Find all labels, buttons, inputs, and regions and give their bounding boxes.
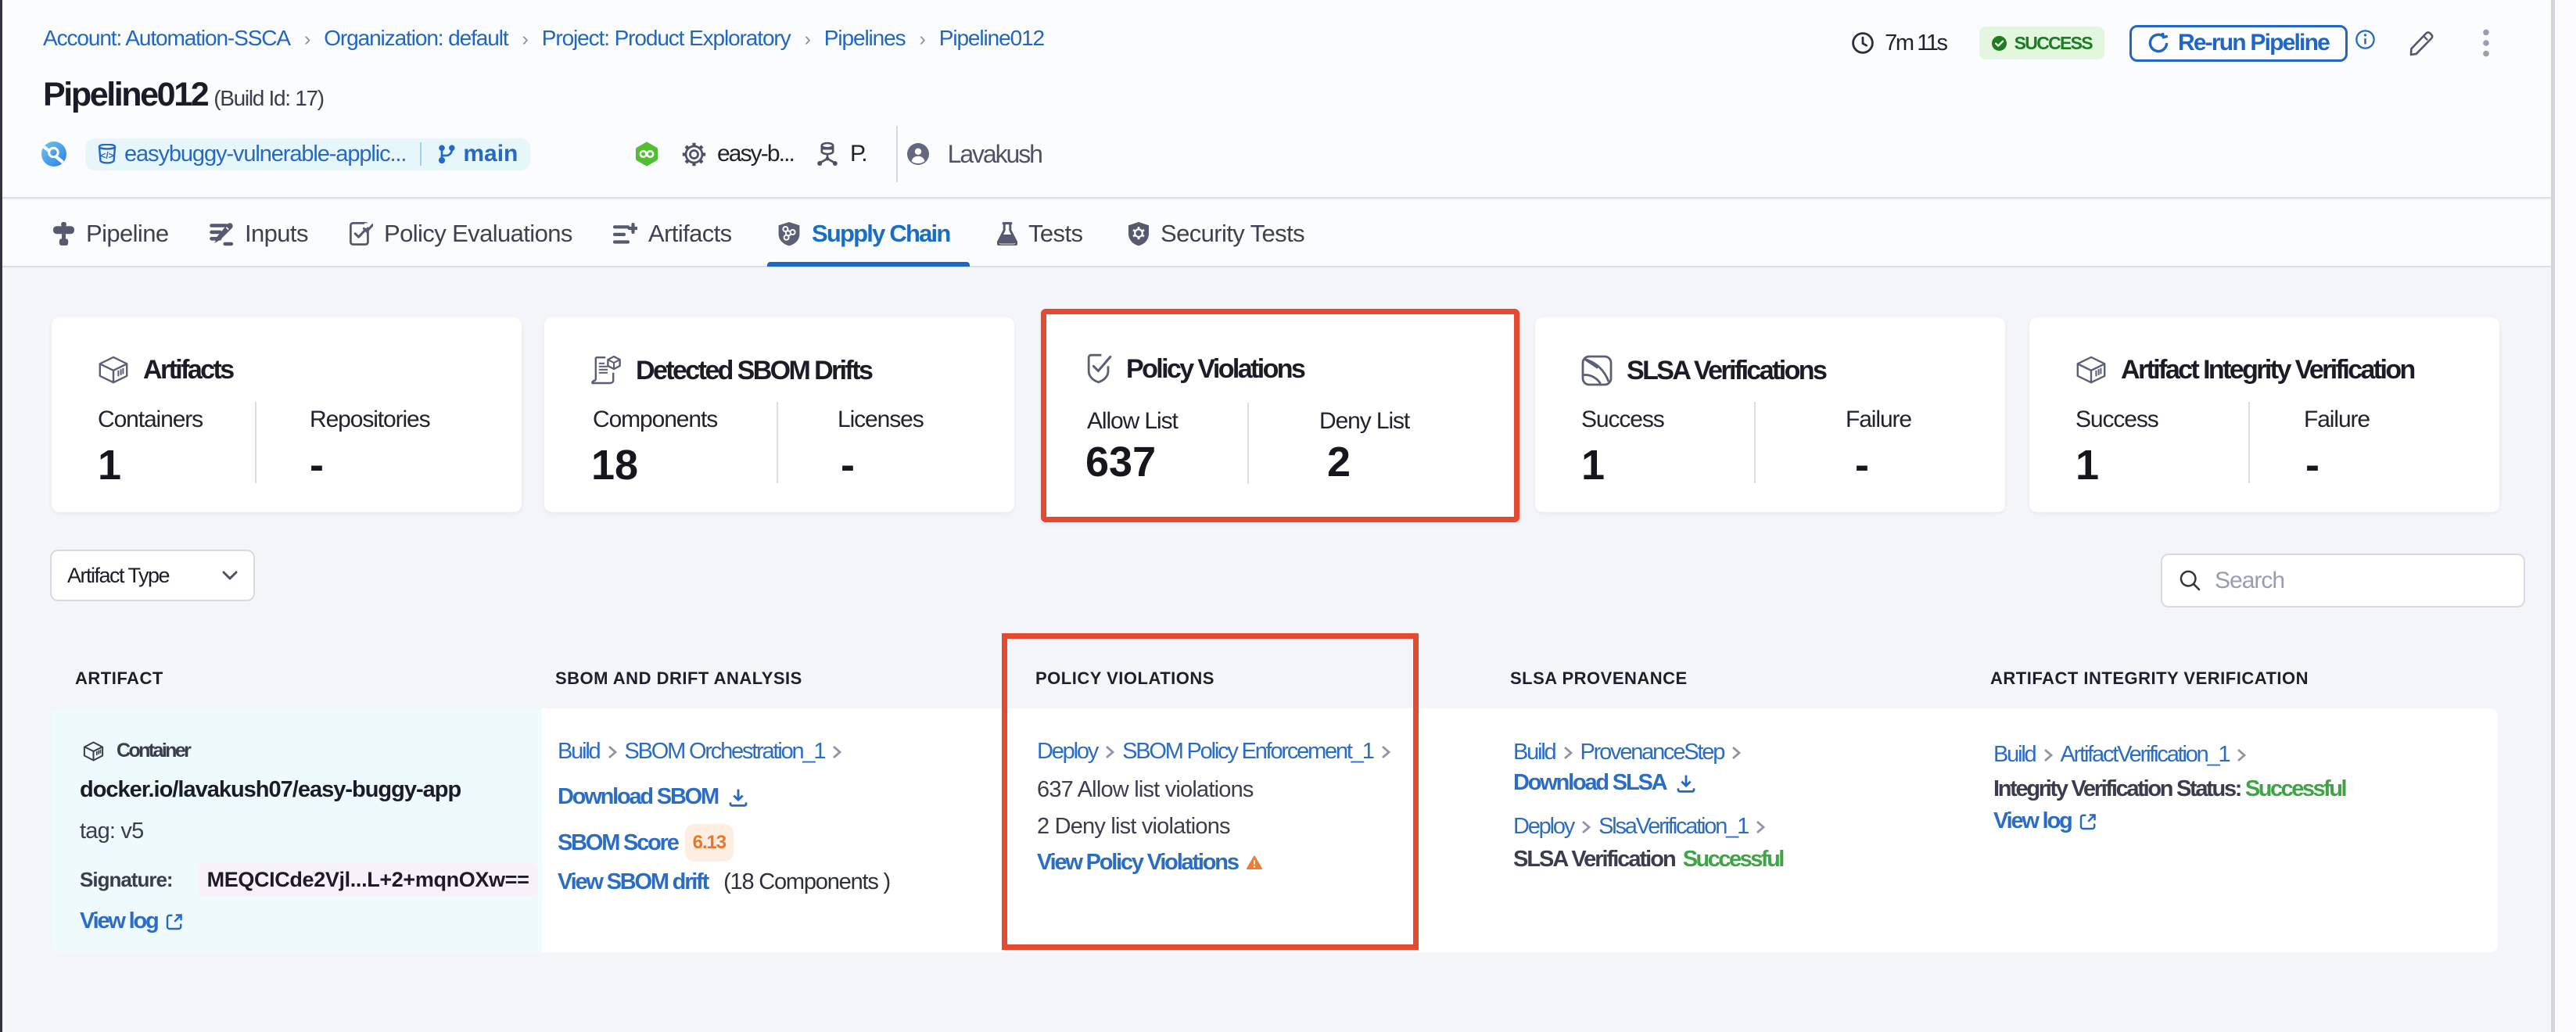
- svg-text:</>: </>: [100, 150, 113, 161]
